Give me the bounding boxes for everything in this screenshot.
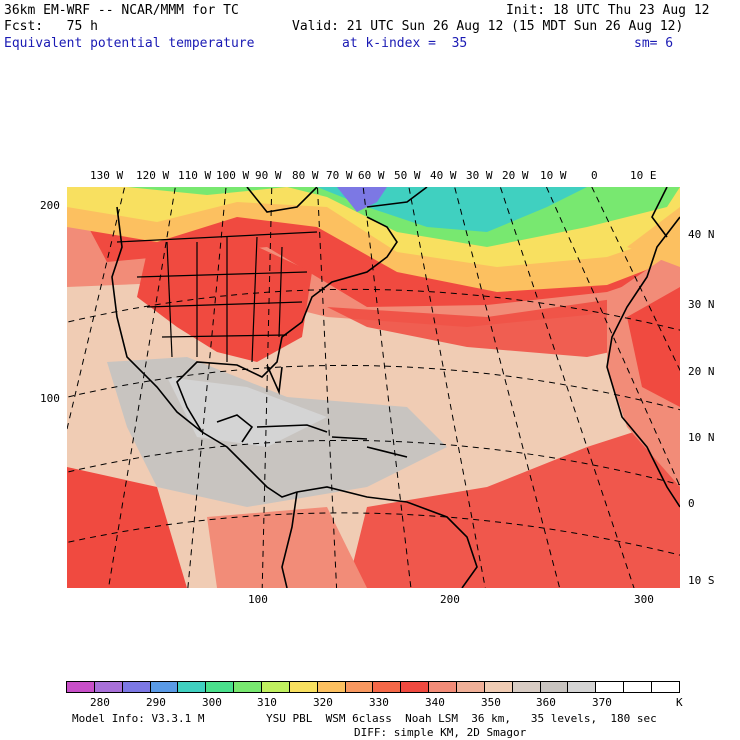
init-time: Init: 18 UTC Thu 23 Aug 12 [506, 3, 710, 18]
diffusion-info: DIFF: simple KM, 2D Smagor [354, 726, 527, 739]
colorbar-swatch [67, 682, 95, 692]
smoothing-info: sm= 6 [634, 36, 674, 51]
longitude-label: 110 W [178, 169, 212, 182]
longitude-label: 130 W [90, 169, 124, 182]
grid-y-label: 100 [40, 392, 60, 405]
colorbar-swatch [373, 682, 402, 692]
colorbar-swatch [122, 682, 151, 692]
colorbar-swatch [401, 682, 430, 692]
colorbar-unit: K [676, 696, 683, 709]
level-info: at k-index = 35 [342, 36, 468, 51]
longitude-label: 40 W [430, 169, 457, 182]
colorbar-label: 290 [146, 696, 166, 709]
colorbar-swatch [317, 682, 346, 692]
grid-x-label: 300 [634, 593, 654, 606]
grid-x-label: 200 [440, 593, 460, 606]
colorbar-swatch [624, 682, 653, 692]
latitude-label: 30 N [688, 298, 715, 311]
longitude-label: 10 W [540, 169, 567, 182]
longitude-label: 90 W [255, 169, 282, 182]
model-info: Model Info: V3.3.1 M [72, 712, 205, 725]
longitude-label: 0 [591, 169, 598, 182]
colorbar-swatch [262, 682, 290, 692]
colorbar-swatch [484, 682, 513, 692]
longitude-label: 20 W [502, 169, 529, 182]
colorbar-label: 360 [536, 696, 556, 709]
physics-info: YSU PBL WSM 6class Noah LSM 36 km, 35 le… [266, 712, 657, 725]
colorbar-swatch [178, 682, 207, 692]
grid-y-label: 200 [40, 199, 60, 212]
colorbar-swatch [289, 682, 318, 692]
colorbar-swatch [596, 682, 625, 692]
colorbar-label: 340 [425, 696, 445, 709]
colorbar [66, 681, 680, 693]
colorbar-label: 350 [481, 696, 501, 709]
colorbar-label: 300 [202, 696, 222, 709]
colorbar-label: 310 [257, 696, 277, 709]
latitude-label: 10 S [688, 574, 715, 587]
colorbar-swatch [206, 682, 235, 692]
forecast-hour: Fcst: 75 h [4, 19, 98, 34]
theta-e-map [67, 187, 680, 588]
colorbar-swatch [429, 682, 458, 692]
latitude-label: 20 N [688, 365, 715, 378]
longitude-label: 100 W [216, 169, 250, 182]
colorbar-swatch [345, 682, 374, 692]
latitude-label: 40 N [688, 228, 715, 241]
colorbar-swatch [94, 682, 123, 692]
colorbar-label: 280 [90, 696, 110, 709]
longitude-label: 30 W [466, 169, 493, 182]
colorbar-swatch [512, 682, 541, 692]
colorbar-swatch [540, 682, 569, 692]
colorbar-swatch [150, 682, 179, 692]
longitude-label: 60 W [358, 169, 385, 182]
colorbar-swatch [234, 682, 263, 692]
colorbar-swatch [457, 682, 485, 692]
longitude-label: 80 W [292, 169, 319, 182]
latitude-label: 0 [688, 497, 695, 510]
longitude-label: 70 W [326, 169, 353, 182]
grid-x-label: 100 [248, 593, 268, 606]
longitude-label: 10 E [630, 169, 657, 182]
latitude-label: 10 N [688, 431, 715, 444]
colorbar-swatch [652, 682, 679, 692]
colorbar-label: 370 [592, 696, 612, 709]
model-title: 36km EM-WRF -- NCAR/MMM for TC [4, 3, 239, 18]
field-name: Equivalent potential temperature [4, 36, 255, 51]
colorbar-swatch [568, 682, 597, 692]
colorbar-label: 320 [313, 696, 333, 709]
valid-time: Valid: 21 UTC Sun 26 Aug 12 (15 MDT Sun … [292, 19, 684, 34]
colorbar-label: 330 [369, 696, 389, 709]
longitude-label: 50 W [394, 169, 421, 182]
longitude-label: 120 W [136, 169, 170, 182]
